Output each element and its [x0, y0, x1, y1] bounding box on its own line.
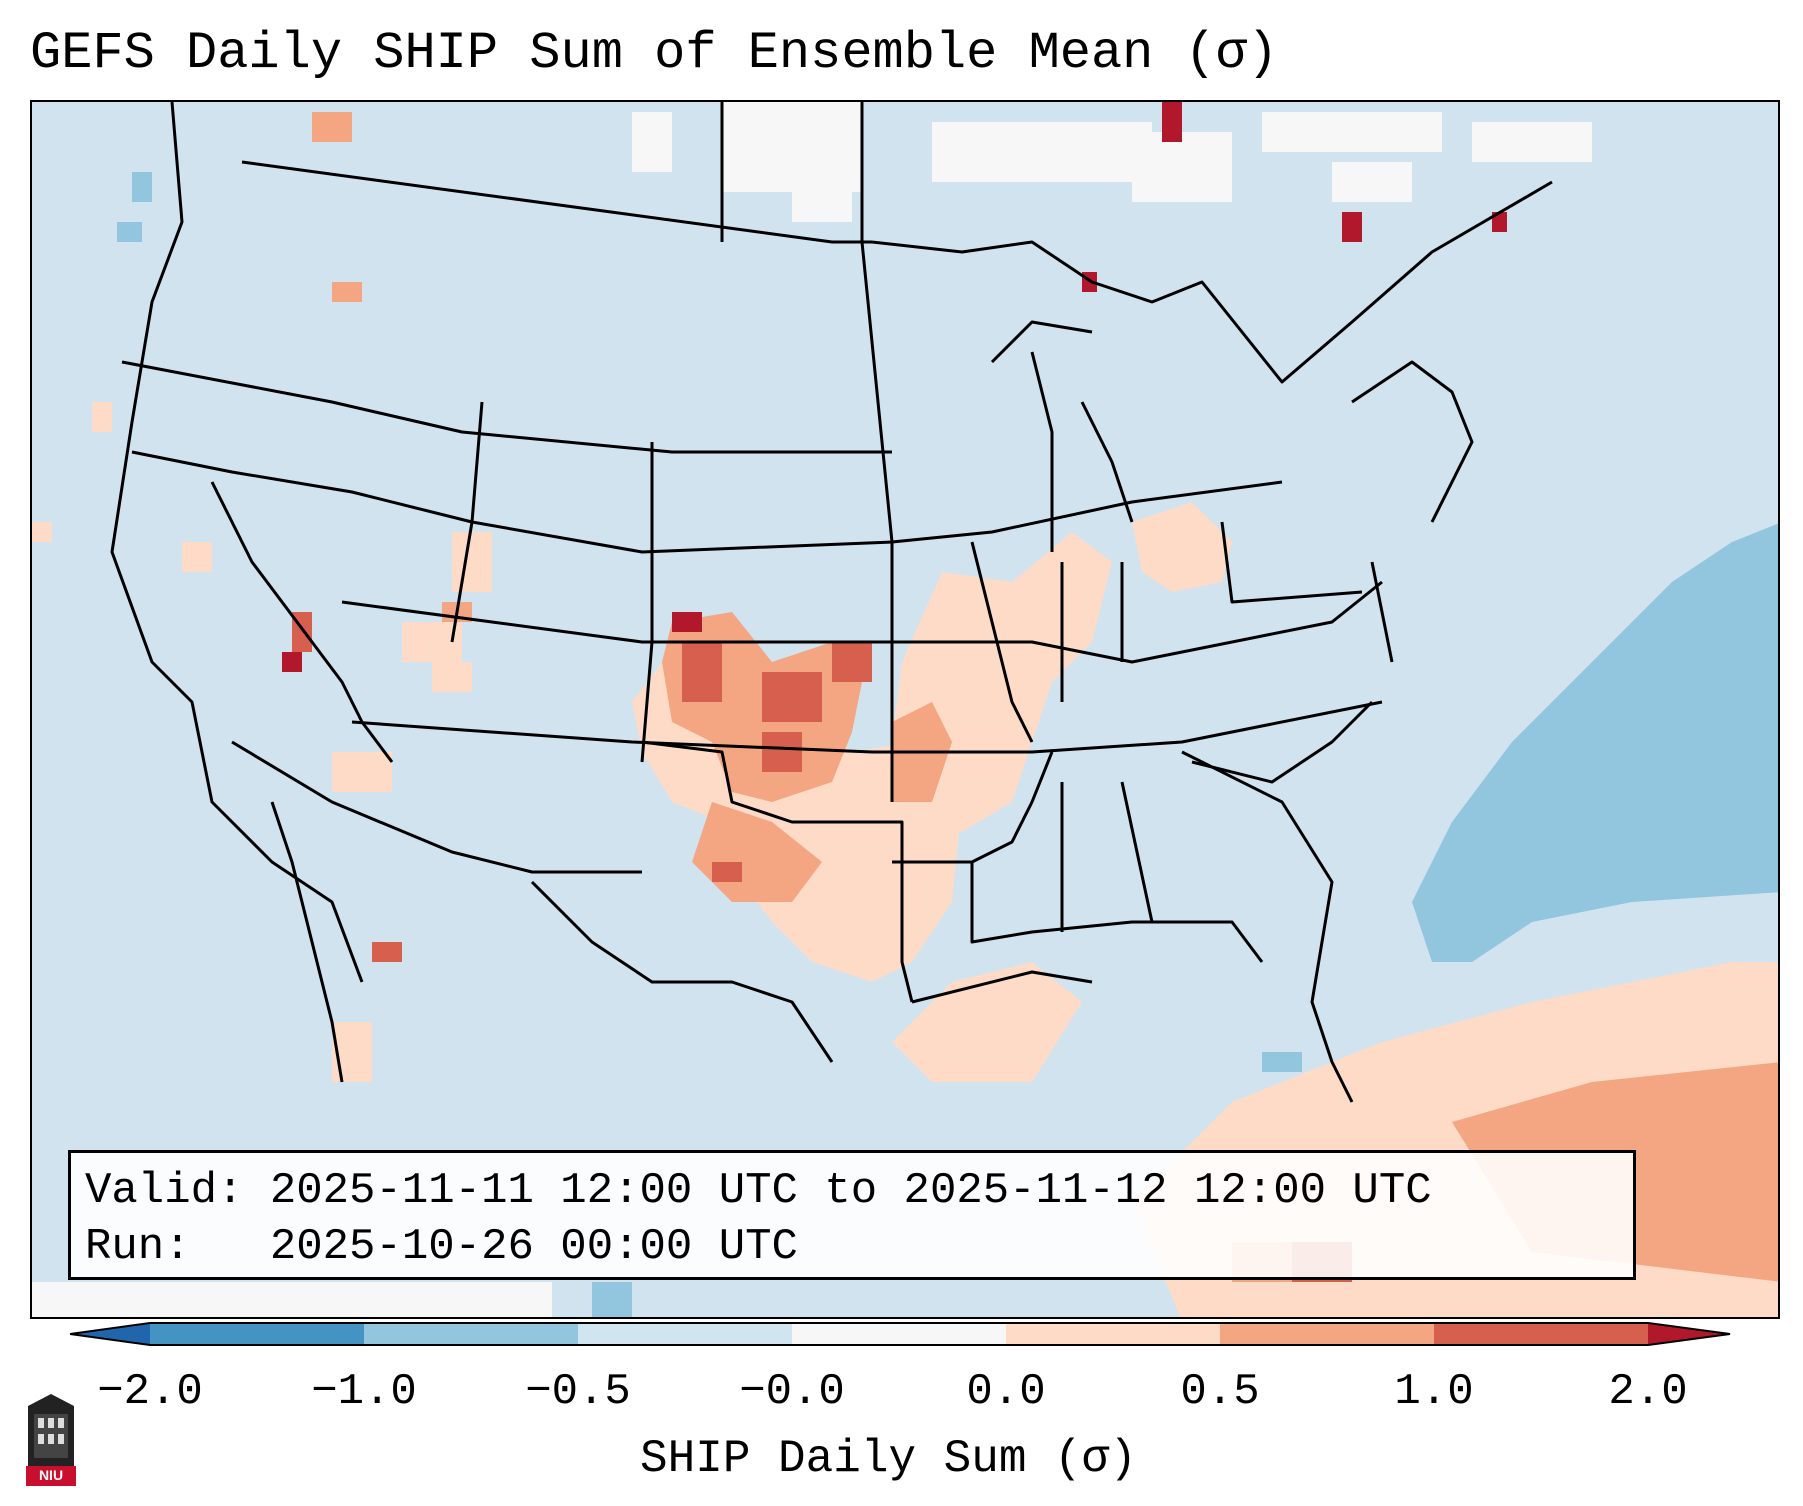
colorbar-segment-2 — [364, 1323, 578, 1345]
map-title: GEFS Daily SHIP Sum of Ensemble Mean (σ) — [30, 24, 1279, 83]
colorbar-segment-under — [70, 1323, 150, 1345]
colorbar-segment-4 — [792, 1323, 1006, 1345]
colorbar-segment-5 — [1006, 1323, 1220, 1345]
valid-run-info-box: Valid: 2025-11-11 12:00 UTC to 2025-11-1… — [68, 1150, 1636, 1280]
valid-value: 2025-11-11 12:00 UTC to 2025-11-12 12:00… — [269, 1166, 1432, 1216]
colorbar-tick-label: 0.5 — [1180, 1367, 1260, 1417]
colorbar-tick-label: −2.0 — [97, 1367, 203, 1417]
near-zero-patches — [32, 102, 1592, 1317]
colorbar — [70, 1322, 1731, 1346]
niu-logo — [26, 1394, 76, 1486]
niu-logo-text: NIU — [38, 1467, 64, 1483]
colorbar-segment-1 — [150, 1323, 364, 1345]
run-row: Run: 2025-10-26 00:00 UTC — [85, 1219, 1619, 1275]
colorbar-segment-3 — [578, 1323, 792, 1345]
ship-map — [32, 102, 1778, 1317]
colorbar-segment-over — [1648, 1323, 1730, 1345]
colorbar-segment-6 — [1220, 1323, 1434, 1345]
run-value: 2025-10-26 00:00 UTC — [269, 1222, 798, 1272]
colorbar-tick-label: −1.0 — [311, 1367, 417, 1417]
boundaries — [110, 102, 1553, 1103]
colorbar-label: SHIP Daily Sum (σ) — [640, 1433, 1137, 1485]
colorbar-segment-7 — [1434, 1323, 1648, 1345]
valid-row: Valid: 2025-11-11 12:00 UTC to 2025-11-1… — [85, 1163, 1619, 1219]
map-panel — [30, 100, 1780, 1319]
run-label: Run: — [85, 1222, 244, 1272]
colorbar-tick-label: 2.0 — [1608, 1367, 1688, 1417]
colorbar-outline — [70, 1322, 1731, 1346]
colorbar-tick-label: −0.0 — [739, 1367, 845, 1417]
valid-label: Valid: — [85, 1166, 244, 1216]
colorbar-tick-label: −0.5 — [525, 1367, 631, 1417]
colorbar-tick-label: 0.0 — [966, 1367, 1046, 1417]
colorbar-tick-label: 1.0 — [1394, 1367, 1474, 1417]
